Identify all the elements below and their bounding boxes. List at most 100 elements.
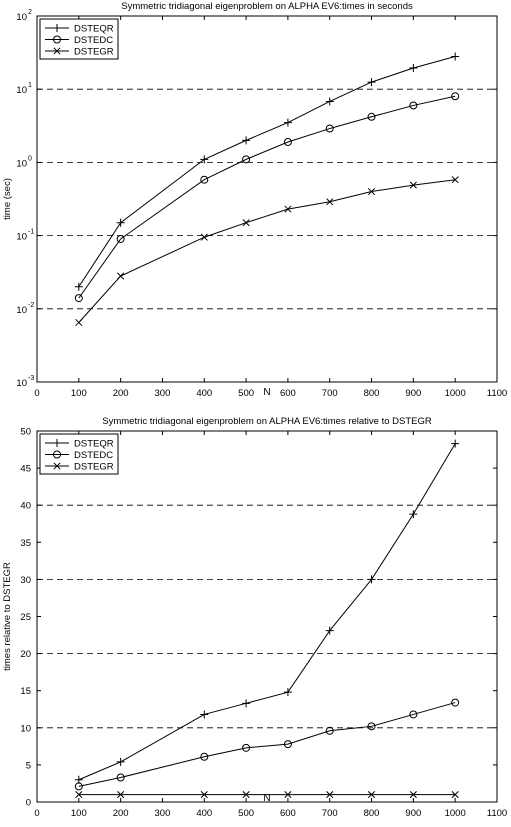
chart2-data-point (242, 743, 251, 752)
chart1-series-dstedc (74, 92, 460, 303)
chart1-data-point (200, 155, 209, 164)
chart1-data-point (116, 234, 125, 243)
chart2-data-point (200, 710, 209, 719)
chart2-data-point (367, 791, 376, 799)
chart2-y-tick-label: 5 (26, 760, 31, 771)
chart2-x-tick-label: 700 (322, 808, 338, 819)
chart2-legend-marker-glyph (53, 439, 61, 447)
chart2-x-tick-label: 1100 (487, 808, 507, 819)
chart1-data-point (74, 294, 83, 303)
chart1-x-tick-label: 1000 (445, 388, 466, 399)
chart1-data-point (200, 175, 209, 184)
chart2-data-point (242, 699, 251, 708)
chart1-data-point (367, 112, 376, 121)
chart1-series-line (78, 179, 456, 323)
chart1-data-point (409, 181, 417, 189)
chart1-data-point (283, 137, 292, 146)
chart1-data-point (451, 176, 459, 184)
chart2-x-tick-label: 400 (196, 808, 212, 819)
chart2-data-point (451, 698, 460, 707)
chart2-data-point (325, 726, 334, 735)
chart2-series-dstedc (74, 698, 460, 791)
chart2-data-point (451, 791, 459, 799)
chart1-x-tick-label: 300 (155, 388, 171, 399)
chart1-x-tick-label: 400 (196, 388, 212, 399)
chart1-plot-area (36, 15, 498, 383)
chart2-legend-marker (53, 462, 61, 470)
chart2-data-point (409, 710, 418, 719)
chart1-x-tick-label: 800 (364, 388, 380, 399)
chart1-y-tick-label: 10 (16, 305, 27, 316)
chart2-data-point (200, 752, 209, 761)
chart2-data-point (200, 791, 208, 799)
chart2-x-tick-label: 600 (280, 808, 296, 819)
chart1-data-point (284, 205, 292, 213)
chart2-legend-label: DSTEQR (74, 439, 114, 450)
chart1-series-dsteqr (74, 52, 460, 291)
chart2-legend-label: DSTEGR (74, 462, 114, 473)
chart1-legend-marker-glyph (53, 24, 61, 32)
chart1-x-tick-label: 600 (280, 388, 296, 399)
chart2-x-tick-label: 1000 (445, 808, 466, 819)
chart2-data-point (74, 775, 83, 784)
chart1-x-tick-label: 1100 (487, 388, 507, 399)
chart2-legend-label: DSTEDC (74, 450, 113, 461)
chart1-data-point (367, 187, 376, 196)
chart2-legend-marker (53, 450, 61, 459)
chart2-data-point (451, 439, 460, 448)
chart1-data-point (242, 155, 251, 164)
chart2-data-point (326, 791, 334, 799)
chart2-x-tick-label: 800 (364, 808, 380, 819)
chart2-data-point (283, 740, 292, 749)
chart2-data-point (117, 791, 125, 799)
chart2-title: Symmetric tridiagonal eigenproblem on AL… (102, 416, 432, 427)
chart2-data-point (74, 782, 83, 791)
chart1-data-point (74, 282, 83, 291)
chart2-y-tick-label: 40 (20, 501, 31, 512)
chart1-y-tick-exponent: 2 (28, 9, 32, 16)
chart1-y-tick-label: 10 (16, 378, 27, 389)
chart1-data-point (451, 92, 460, 101)
chart1-y-tick-exponent: -3 (28, 375, 34, 382)
chart1-x-axis-label: N (263, 387, 270, 398)
chart2-data-point (116, 773, 125, 782)
chart1-x-tick-label: 100 (71, 388, 87, 399)
chart1-x-tick-label: 500 (238, 388, 254, 399)
chart1-data-point (75, 318, 83, 327)
chart2-y-tick-label: 20 (20, 649, 31, 660)
chart1-data-point (116, 218, 125, 227)
chart1-y-tick-exponent: 1 (28, 82, 32, 89)
chart1-data-point (409, 101, 418, 110)
chart1-data-point (242, 136, 251, 145)
chart1-data-point (326, 198, 334, 206)
chart2-y-tick-label: 0 (26, 798, 31, 809)
chart2-data-point (75, 791, 83, 799)
chart1-data-point (283, 118, 292, 127)
chart2-data-point (367, 722, 376, 731)
chart2-x-tick-label: 500 (238, 808, 254, 819)
chart2-series-line (78, 702, 456, 787)
chart2-data-point (116, 757, 125, 766)
chart1-x-tick-label: 0 (34, 388, 39, 399)
chart1-y-tick-label: 10 (16, 85, 27, 96)
chart1-data-point (367, 78, 376, 87)
chart1-y-tick-exponent: 0 (28, 155, 32, 162)
chart2-y-tick-label: 30 (20, 575, 31, 586)
chart1-data-point (325, 97, 334, 106)
chart1-y-axis-label: time (sec) (2, 178, 13, 220)
chart2-data-point (284, 791, 292, 799)
chart1-y-tick-label: 10 (16, 232, 27, 243)
chart1-data-point (325, 124, 334, 133)
chart2-data-point (409, 510, 418, 519)
chart2-data-point (367, 575, 376, 584)
chart2-y-tick-label: 15 (20, 686, 31, 697)
chart1-legend-label: DSTEGR (74, 47, 114, 58)
chart1-x-tick-label: 900 (405, 388, 421, 399)
chart2-x-tick-label: 300 (155, 808, 171, 819)
chart1-legend-marker (53, 35, 61, 44)
chart2-x-tick-label: 900 (405, 808, 421, 819)
chart1-y-tick-exponent: -1 (28, 229, 34, 236)
chart2-y-tick-label: 35 (20, 538, 31, 549)
